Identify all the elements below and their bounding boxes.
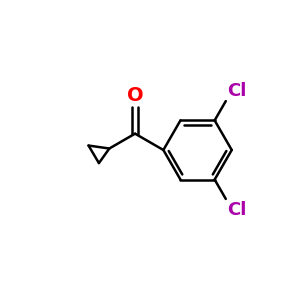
Text: O: O — [127, 85, 143, 104]
Text: Cl: Cl — [227, 82, 247, 100]
Text: Cl: Cl — [227, 201, 247, 219]
